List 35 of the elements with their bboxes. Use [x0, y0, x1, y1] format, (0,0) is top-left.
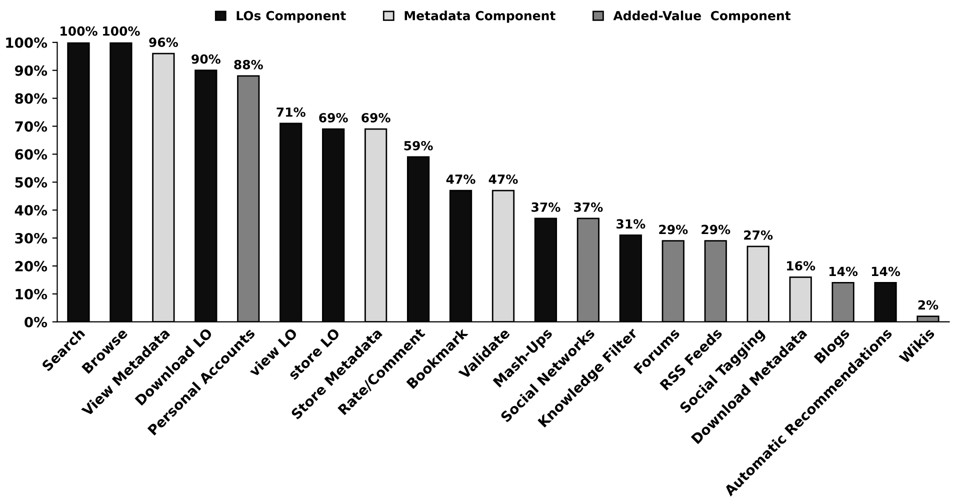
- data-label: 27%: [744, 230, 773, 240]
- data-label: 29%: [659, 224, 688, 234]
- legend-label: Metadata Component: [404, 10, 556, 23]
- y-tick-label: 80%: [15, 93, 48, 104]
- legend-label: Added-Value Component: [613, 10, 791, 23]
- data-label: 71%: [276, 107, 306, 117]
- y-tick-label: 50%: [15, 177, 48, 188]
- data-label: 31%: [616, 219, 646, 229]
- y-tick-label: 90%: [14, 65, 48, 76]
- data-label: 59%: [404, 140, 433, 150]
- data-label: 47%: [446, 174, 476, 184]
- y-tick-label: 40%: [14, 205, 48, 216]
- data-label: 88%: [234, 60, 263, 70]
- y-tick-label: 60%: [15, 149, 48, 160]
- y-tick-label: 100%: [6, 37, 48, 48]
- data-label: 90%: [192, 54, 220, 64]
- legend-label: LOs Component: [236, 10, 346, 23]
- y-tick-label: 0%: [24, 316, 48, 328]
- data-label: 14%: [872, 266, 900, 276]
- y-tick-label: 20%: [15, 260, 48, 272]
- data-label: 69%: [319, 113, 348, 122]
- data-label: 37%: [532, 202, 560, 212]
- data-label: 100%: [103, 26, 140, 36]
- data-label: 29%: [702, 224, 730, 234]
- y-tick-label: 10%: [16, 288, 48, 300]
- data-label: 14%: [829, 266, 858, 276]
- y-tick-label: 70%: [15, 121, 48, 132]
- data-label: 69%: [362, 113, 390, 122]
- y-tick-label: 30%: [15, 232, 48, 244]
- data-label: 47%: [488, 174, 518, 184]
- data-label: 96%: [149, 38, 178, 48]
- data-label: 37%: [574, 202, 603, 212]
- data-label: 2%: [918, 300, 938, 310]
- data-label: 16%: [787, 261, 816, 271]
- data-label: 100%: [60, 26, 98, 36]
